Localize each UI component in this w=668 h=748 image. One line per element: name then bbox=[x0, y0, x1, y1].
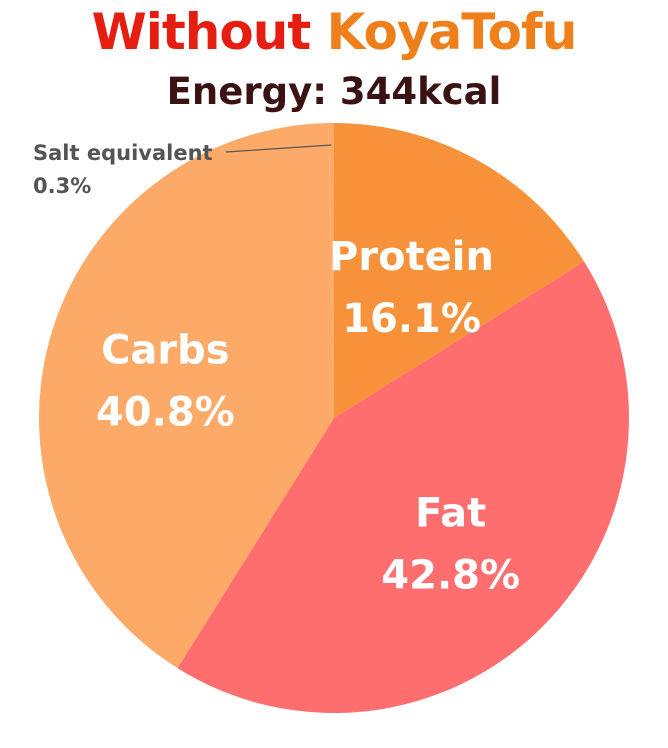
pie-slice-salt-equivalent bbox=[328, 123, 334, 418]
slice-label-fat: Fat 42.8% bbox=[381, 491, 520, 599]
chart-title-prefix: Without bbox=[91, 3, 327, 61]
pie-labels: Protein 16.1% Fat 42.8% Carbs 40.8% bbox=[96, 234, 520, 599]
slice-name-protein: Protein bbox=[329, 234, 494, 280]
slice-label-protein: Protein 16.1% bbox=[329, 234, 494, 342]
pie-slices bbox=[38, 123, 629, 714]
callout-value-salt-equivalent: 0.3% bbox=[33, 174, 91, 198]
pie-slice-protein bbox=[334, 123, 585, 418]
slice-value-fat: 42.8% bbox=[381, 553, 520, 599]
slice-label-carbs: Carbs 40.8% bbox=[96, 327, 235, 435]
chart-title-brand: KoyaTofu bbox=[326, 3, 578, 61]
slice-name-carbs: Carbs bbox=[101, 327, 230, 373]
chart-title: Without KoyaTofu bbox=[0, 2, 668, 62]
slice-value-carbs: 40.8% bbox=[96, 389, 235, 435]
pie-slice-carbs bbox=[38, 123, 335, 669]
pie-slice-fat bbox=[177, 261, 629, 714]
chart-subtitle: Energy: 344kcal bbox=[166, 70, 502, 113]
callout-leader-line bbox=[225, 144, 332, 153]
salt-callout: Salt equivalent 0.3% bbox=[33, 141, 332, 198]
callout-name-salt-equivalent: Salt equivalent bbox=[33, 141, 213, 165]
slice-name-fat: Fat bbox=[415, 491, 486, 537]
slice-value-protein: 16.1% bbox=[342, 296, 481, 342]
